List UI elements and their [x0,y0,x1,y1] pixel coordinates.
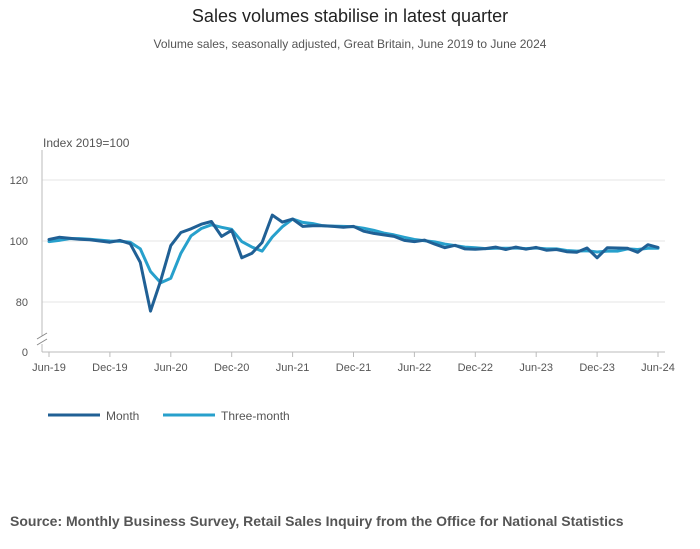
source-note: Source: Monthly Business Survey, Retail … [10,513,624,529]
legend-label: Three-month [221,409,290,423]
series-lines [47,213,660,313]
legend: Month Three-month [48,409,290,423]
x-tick-label: Dec-22 [458,362,493,374]
x-tick-label: Dec-23 [579,362,614,374]
x-tick-label: Jun-20 [154,362,188,374]
chart-subtitle: Volume sales, seasonally adjusted, Great… [153,37,547,51]
y-axis: 0 80 100 120 [10,150,48,359]
x-tick-label: Dec-20 [214,362,249,374]
x-tick-label: Jun-23 [519,362,553,374]
gridlines [42,179,665,303]
axis-break-marker [36,332,48,346]
y-tick-label: 80 [16,297,28,309]
legend-label: Month [106,409,139,423]
x-tick-label: Jun-24 [641,362,675,374]
x-tick-label: Jun-21 [276,362,310,374]
y-axis-label: Index 2019=100 [43,136,130,150]
x-tick-label: Dec-19 [92,362,127,374]
x-tick-label: Dec-21 [336,362,371,374]
x-axis: Jun-19 Dec-19 Jun-20 Dec-20 Jun-21 Dec-21 Jun-… [32,351,675,374]
y-tick-label: 120 [10,175,28,187]
x-tick-label: Jun-22 [398,362,432,374]
y-tick-label: 100 [10,236,28,248]
x-tick-label: Jun-19 [32,362,66,374]
chart-title: Sales volumes stabilise in latest quarte… [191,6,509,26]
y-tick-label: 0 [22,347,28,359]
series-line-month [47,213,660,313]
